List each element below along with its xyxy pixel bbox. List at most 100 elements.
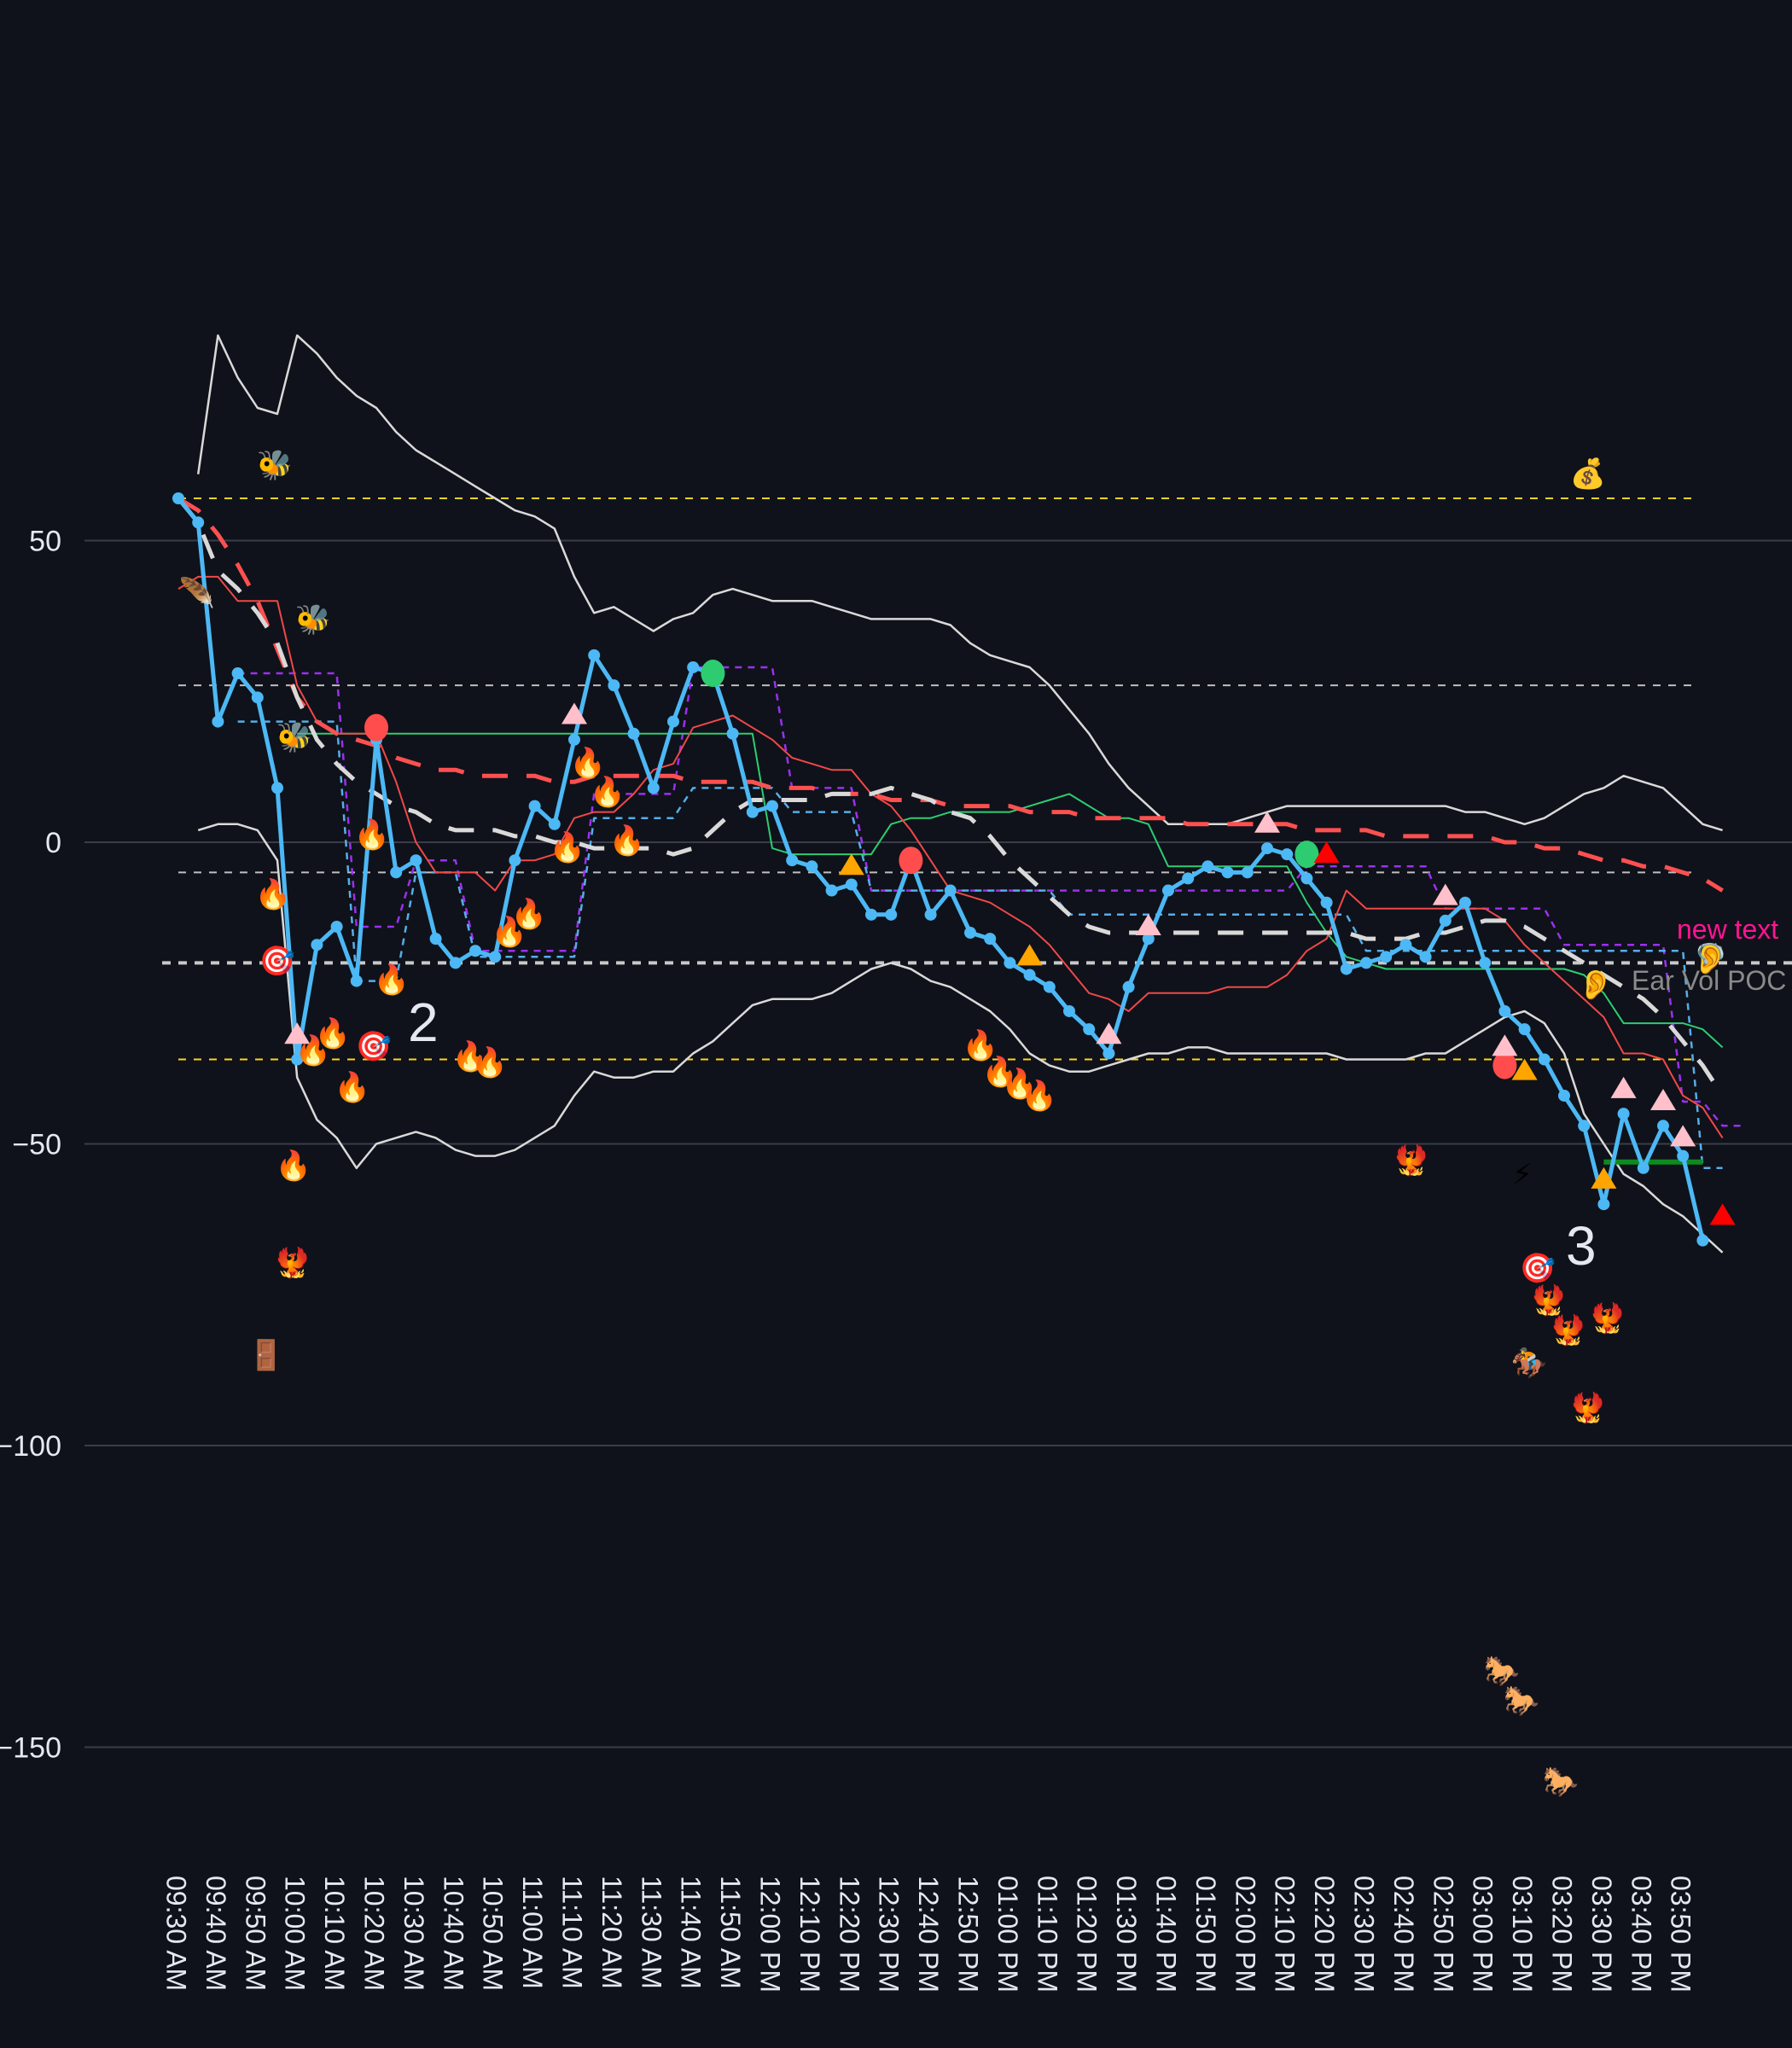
data-point[interactable] xyxy=(212,715,224,728)
data-point[interactable] xyxy=(1182,872,1195,885)
data-point[interactable] xyxy=(1300,872,1313,885)
data-point[interactable] xyxy=(1043,980,1056,993)
data-point[interactable] xyxy=(865,908,877,921)
target-icon: 🎯 xyxy=(1520,1252,1556,1286)
data-point[interactable] xyxy=(1637,1161,1649,1174)
signal-triangle-marker[interactable] xyxy=(1313,841,1340,864)
data-point[interactable] xyxy=(509,854,521,867)
signal-circle-marker[interactable] xyxy=(701,660,725,688)
data-point[interactable] xyxy=(726,727,739,740)
data-point[interactable] xyxy=(1221,866,1234,879)
signal-circle-marker[interactable] xyxy=(1295,841,1319,869)
data-point[interactable] xyxy=(311,939,323,951)
signal-triangle-marker[interactable] xyxy=(1254,811,1280,833)
signal-triangle-marker[interactable] xyxy=(1511,1058,1538,1080)
data-point[interactable] xyxy=(1657,1120,1669,1132)
data-point[interactable] xyxy=(786,854,799,867)
data-point[interactable] xyxy=(231,667,244,680)
data-point[interactable] xyxy=(192,516,205,529)
data-point[interactable] xyxy=(429,933,442,945)
data-point[interactable] xyxy=(1201,860,1214,873)
data-point[interactable] xyxy=(746,806,759,818)
data-point[interactable] xyxy=(1696,1234,1709,1247)
signal-triangle-marker[interactable] xyxy=(561,702,587,724)
data-point[interactable] xyxy=(885,908,898,921)
data-point[interactable] xyxy=(845,878,858,891)
data-point[interactable] xyxy=(964,927,976,940)
data-point[interactable] xyxy=(1063,1004,1075,1017)
data-point[interactable] xyxy=(1479,957,1492,969)
data-point[interactable] xyxy=(1083,1023,1096,1036)
data-point[interactable] xyxy=(410,854,422,867)
data-point[interactable] xyxy=(489,951,502,963)
data-point[interactable] xyxy=(291,1053,304,1066)
data-point[interactable] xyxy=(1004,957,1016,969)
data-point[interactable] xyxy=(1122,980,1135,993)
data-point[interactable] xyxy=(1459,896,1471,909)
data-point[interactable] xyxy=(1578,1120,1591,1132)
data-point[interactable] xyxy=(1162,884,1174,897)
data-point[interactable] xyxy=(1439,914,1452,927)
data-point[interactable] xyxy=(766,800,778,812)
data-point[interactable] xyxy=(1399,939,1412,951)
signal-triangle-marker[interactable] xyxy=(838,853,864,876)
data-point[interactable] xyxy=(1419,951,1432,963)
signal-triangle-marker[interactable] xyxy=(1610,1076,1637,1098)
signal-triangle-marker[interactable] xyxy=(1492,1034,1518,1056)
signal-triangle-marker[interactable] xyxy=(1096,1022,1122,1044)
data-point[interactable] xyxy=(984,933,997,945)
signal-triangle-marker[interactable] xyxy=(1016,944,1043,966)
data-point[interactable] xyxy=(1518,1023,1531,1036)
signal-triangle-marker[interactable] xyxy=(1650,1089,1676,1111)
signal-markers xyxy=(284,660,1736,1225)
signal-triangle-marker[interactable] xyxy=(1709,1203,1736,1225)
data-point[interactable] xyxy=(568,733,580,746)
data-point[interactable] xyxy=(608,679,620,692)
signal-triangle-marker[interactable] xyxy=(1670,1125,1696,1147)
data-point[interactable] xyxy=(1360,957,1372,969)
data-point[interactable] xyxy=(469,945,481,957)
fire-icon: 🔥 xyxy=(452,1040,488,1074)
data-point[interactable] xyxy=(944,884,957,897)
data-point[interactable] xyxy=(548,817,561,830)
data-point[interactable] xyxy=(1380,951,1393,963)
data-point[interactable] xyxy=(1340,963,1353,975)
signal-triangle-marker[interactable] xyxy=(1432,883,1458,905)
data-point[interactable] xyxy=(350,975,363,987)
signal-triangle-marker[interactable] xyxy=(1591,1167,1617,1189)
signal-circle-marker[interactable] xyxy=(1492,1051,1517,1079)
data-point[interactable] xyxy=(1023,969,1036,981)
data-point[interactable] xyxy=(1597,1198,1610,1211)
signal-triangle-marker[interactable] xyxy=(284,1022,311,1044)
data-point[interactable] xyxy=(1261,842,1273,855)
data-point[interactable] xyxy=(667,715,679,728)
data-point[interactable] xyxy=(1142,933,1155,945)
data-point[interactable] xyxy=(172,492,184,505)
data-point[interactable] xyxy=(330,920,343,933)
data-point[interactable] xyxy=(1241,866,1254,879)
data-point[interactable] xyxy=(1281,848,1294,861)
data-point[interactable] xyxy=(825,884,838,897)
data-point[interactable] xyxy=(806,860,818,873)
data-point[interactable] xyxy=(627,727,640,740)
data-point[interactable] xyxy=(1617,1108,1630,1120)
data-point[interactable] xyxy=(647,782,660,794)
data-point[interactable] xyxy=(687,660,700,673)
data-point[interactable] xyxy=(924,908,937,921)
data-point[interactable] xyxy=(449,957,462,969)
data-point[interactable] xyxy=(390,866,403,879)
data-point[interactable] xyxy=(1677,1149,1690,1162)
data-point[interactable] xyxy=(588,649,601,661)
data-point[interactable] xyxy=(1558,1089,1570,1102)
data-point[interactable] xyxy=(1538,1053,1551,1066)
data-point[interactable] xyxy=(1320,896,1333,909)
signal-triangle-marker[interactable] xyxy=(1135,913,1161,935)
data-point[interactable] xyxy=(1498,1004,1511,1017)
data-point[interactable] xyxy=(1103,1047,1115,1060)
data-point[interactable] xyxy=(271,782,283,794)
data-point[interactable] xyxy=(528,800,541,812)
data-point[interactable] xyxy=(251,691,264,704)
signal-circle-marker[interactable] xyxy=(364,713,388,742)
signal-circle-marker[interactable] xyxy=(899,847,923,875)
